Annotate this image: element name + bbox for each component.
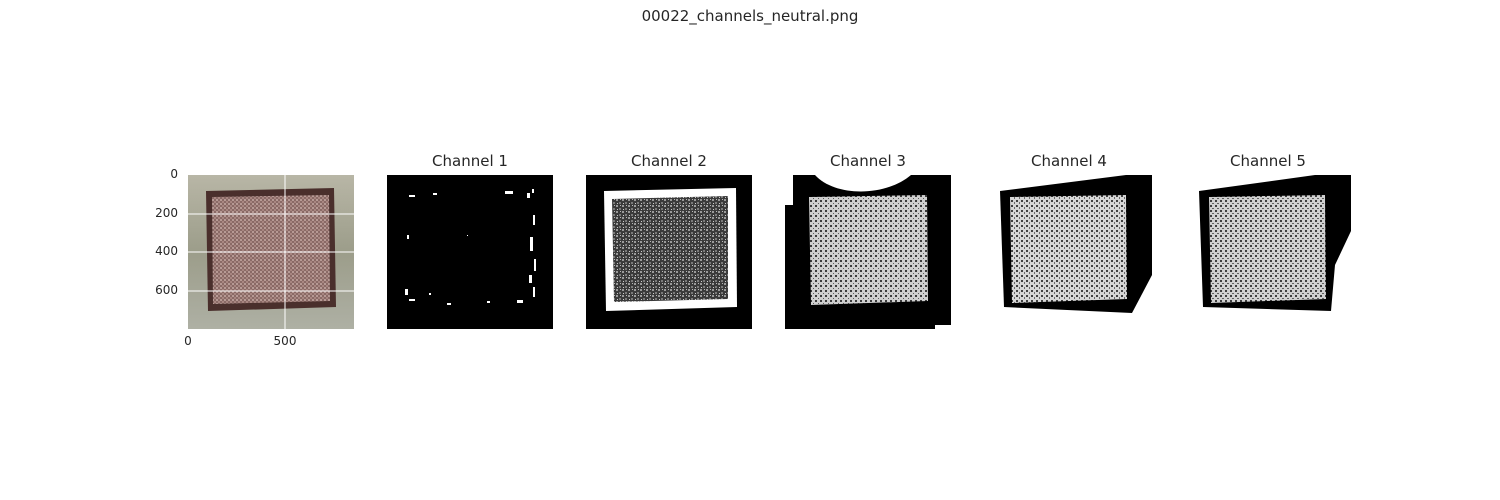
figure-title: 00022_channels_neutral.png <box>641 7 859 25</box>
original-image <box>188 175 354 329</box>
channel-panel-1: Channel 1 <box>387 152 553 329</box>
channel-title: Channel 5 <box>1230 152 1306 170</box>
channel-panel-2: Channel 2 <box>586 152 752 329</box>
x-tick-label: 0 <box>184 334 192 348</box>
channel-panel-4: Channel 4 <box>986 152 1152 329</box>
channel-panel-5: Channel 5 <box>1185 152 1351 329</box>
channel-2-mask <box>586 175 752 329</box>
channel-5-mask <box>1185 175 1351 329</box>
original-image-panel: 0 200 400 600 0 500 <box>155 167 354 348</box>
y-tick-label: 600 <box>155 283 178 297</box>
channel-panel-3: Channel 3 <box>785 152 951 329</box>
y-tick-label: 0 <box>170 167 178 181</box>
channel-title: Channel 3 <box>830 152 906 170</box>
channel-title: Channel 4 <box>1031 152 1107 170</box>
channel-title: Channel 2 <box>631 152 707 170</box>
channel-1-mask <box>387 175 553 329</box>
y-tick-label: 400 <box>155 244 178 258</box>
channel-4-mask <box>986 175 1152 329</box>
channel-title: Channel 1 <box>432 152 508 170</box>
y-tick-label: 200 <box>155 206 178 220</box>
x-tick-label: 500 <box>273 334 297 348</box>
channel-3-mask <box>785 175 951 329</box>
